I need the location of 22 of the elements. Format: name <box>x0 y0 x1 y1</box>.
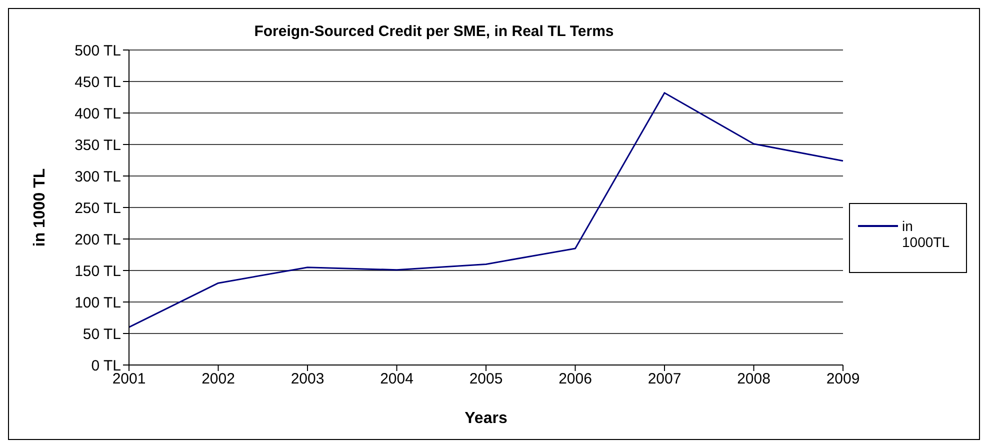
x-tick-label: 2009 <box>826 370 860 388</box>
x-tick-label: 2006 <box>558 370 592 388</box>
y-tick-label: 50 TL <box>82 326 121 343</box>
x-tick-label: 2003 <box>290 370 324 388</box>
x-tick-label: 2002 <box>202 370 235 388</box>
y-tick-label: 350 TL <box>74 136 121 154</box>
legend-label: in 1000TL <box>902 218 950 250</box>
x-tick-label: 2007 <box>648 370 682 388</box>
y-tick-label: 100 TL <box>74 294 121 312</box>
y-tick-label: 300 TL <box>74 168 121 186</box>
y-tick-label: 200 TL <box>74 231 121 248</box>
y-tick-label: 400 TL <box>74 105 121 122</box>
y-tick-label: 250 TL <box>74 200 121 217</box>
x-axis-title: Years <box>464 410 508 427</box>
x-tick-label: 2005 <box>469 370 503 388</box>
y-tick-label: 150 TL <box>74 262 121 280</box>
x-tick-label: 2008 <box>737 370 770 388</box>
chart-title: Foreign-Sourced Credit per SME, in Real TL Terms <box>253 23 615 40</box>
x-tick-label: 2004 <box>380 370 414 388</box>
y-tick-label: 500 TL <box>74 42 121 60</box>
y-axis-title: in 1000 TL <box>32 168 49 247</box>
y-tick-label: 450 TL <box>74 74 121 91</box>
